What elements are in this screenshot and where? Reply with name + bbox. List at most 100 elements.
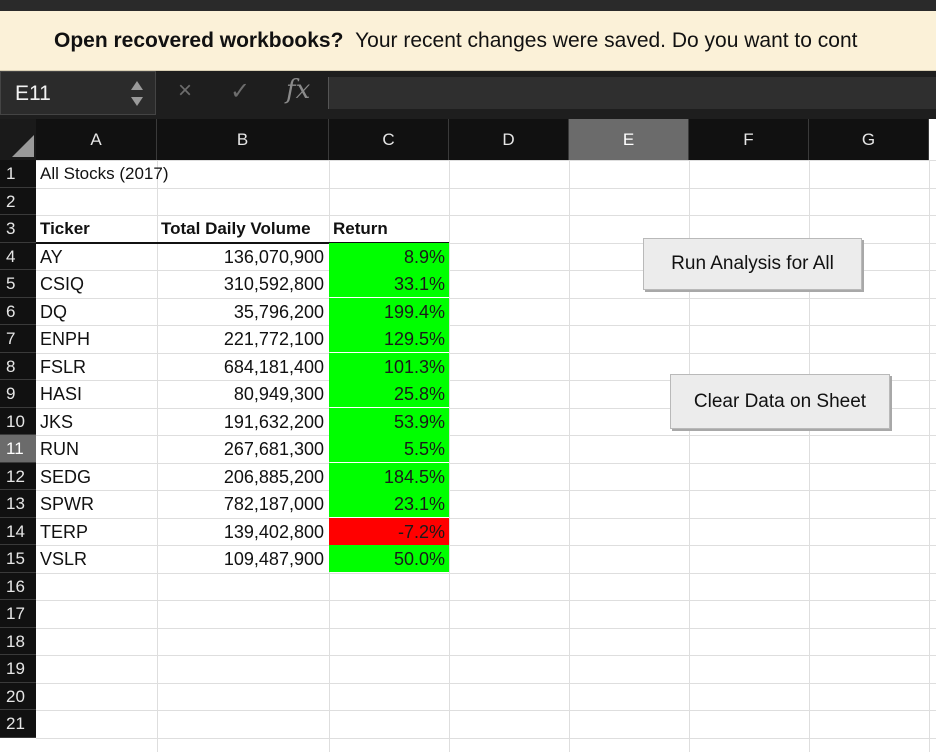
row-header-9[interactable]: 9 bbox=[0, 380, 36, 408]
cell-ticker[interactable]: JKS bbox=[40, 411, 74, 432]
select-all-corner[interactable] bbox=[0, 119, 36, 160]
cell-return[interactable]: 129.5% bbox=[329, 325, 449, 352]
row-header-21[interactable]: 21 bbox=[0, 710, 36, 738]
cell-header-return[interactable]: Return bbox=[333, 219, 388, 238]
cell-volume[interactable]: 109,487,900 bbox=[223, 549, 324, 569]
cell-ticker[interactable]: VSLR bbox=[40, 549, 88, 569]
row-gridline bbox=[36, 215, 936, 216]
row-header-15[interactable]: 15 bbox=[0, 545, 36, 573]
cell-ticker[interactable]: ENPH bbox=[40, 329, 91, 349]
insert-function-icon[interactable]: fx bbox=[286, 75, 311, 105]
cancel-icon[interactable]: × bbox=[178, 77, 193, 104]
row-header-16[interactable]: 16 bbox=[0, 572, 36, 600]
cell-ticker[interactable]: FSLR bbox=[40, 356, 87, 377]
cell-return[interactable]: 101.3% bbox=[329, 352, 449, 380]
cell-return[interactable]: 5.5% bbox=[329, 435, 449, 462]
row-gridline bbox=[36, 325, 936, 326]
enter-check-icon[interactable]: ✓ bbox=[230, 78, 251, 105]
cell-volume[interactable]: 191,632,200 bbox=[223, 411, 324, 432]
cell-return[interactable]: 25.8% bbox=[329, 380, 449, 407]
row-header-1[interactable]: 1 bbox=[0, 160, 36, 188]
column-header-c[interactable]: C bbox=[329, 119, 449, 160]
name-box-value: E11 bbox=[15, 82, 51, 105]
cell-return[interactable]: 50.0% bbox=[329, 545, 449, 572]
column-header-d[interactable]: D bbox=[449, 119, 569, 160]
cell-a1-title[interactable]: All Stocks (2017) bbox=[40, 164, 169, 183]
row-header-6[interactable]: 6 bbox=[0, 297, 36, 325]
cell-return[interactable]: 33.1% bbox=[329, 270, 449, 297]
cell-return[interactable]: 53.9% bbox=[329, 407, 449, 435]
cell-ticker[interactable]: SPWR bbox=[40, 494, 94, 514]
cell-volume[interactable]: 35,796,200 bbox=[233, 301, 324, 322]
column-header-e[interactable]: E bbox=[569, 119, 689, 160]
row-header-5[interactable]: 5 bbox=[0, 270, 36, 298]
cell-volume[interactable]: 221,772,100 bbox=[223, 329, 324, 349]
chevron-down-icon[interactable] bbox=[131, 97, 143, 106]
row-gridline bbox=[36, 462, 936, 464]
cell-ticker[interactable]: SEDG bbox=[40, 466, 92, 487]
row-header-14[interactable]: 14 bbox=[0, 517, 36, 545]
cell-return[interactable]: 8.9% bbox=[329, 242, 449, 270]
column-gridline bbox=[157, 160, 158, 752]
row-gridline bbox=[36, 737, 936, 739]
cell-ticker[interactable]: CSIQ bbox=[40, 274, 85, 294]
chevron-up-icon[interactable] bbox=[131, 81, 143, 90]
row-gridline bbox=[36, 352, 936, 354]
column-header-a[interactable]: A bbox=[36, 119, 157, 160]
row-gridline bbox=[36, 545, 936, 546]
row-gridline bbox=[36, 270, 936, 271]
cell-header-ticker[interactable]: Ticker bbox=[40, 219, 90, 238]
cell-ticker[interactable]: RUN bbox=[40, 439, 79, 459]
row-header-11[interactable]: 11 bbox=[0, 435, 36, 463]
cell-return[interactable]: -7.2% bbox=[329, 517, 449, 545]
run-analysis-button[interactable]: Run Analysis for All bbox=[643, 238, 862, 290]
row-gridline bbox=[36, 187, 936, 189]
name-box[interactable]: E11 bbox=[0, 71, 156, 115]
column-header-f[interactable]: F bbox=[689, 119, 809, 160]
cell-ticker[interactable]: HASI bbox=[40, 384, 83, 404]
cell-volume[interactable]: 310,592,800 bbox=[223, 274, 324, 294]
row-gridline bbox=[36, 682, 936, 684]
formula-input[interactable] bbox=[328, 77, 936, 109]
row-gridline bbox=[36, 407, 936, 409]
column-gridline bbox=[569, 160, 570, 752]
formula-bar: E11 × ✓ fx bbox=[0, 71, 936, 119]
cell-volume[interactable]: 80,949,300 bbox=[233, 384, 324, 404]
row-header-13[interactable]: 13 bbox=[0, 490, 36, 518]
row-header-8[interactable]: 8 bbox=[0, 352, 36, 380]
cell-volume[interactable]: 139,402,800 bbox=[223, 521, 324, 542]
row-header-10[interactable]: 10 bbox=[0, 407, 36, 435]
cell-volume[interactable]: 267,681,300 bbox=[223, 439, 324, 459]
window-top-edge bbox=[0, 0, 936, 11]
row-gridline bbox=[36, 490, 936, 491]
row-header-19[interactable]: 19 bbox=[0, 655, 36, 683]
cell-header-volume[interactable]: Total Daily Volume bbox=[161, 219, 311, 238]
column-header-b[interactable]: B bbox=[157, 119, 329, 160]
cell-volume[interactable]: 782,187,000 bbox=[223, 494, 324, 514]
row-header-12[interactable]: 12 bbox=[0, 462, 36, 490]
row-header-4[interactable]: 4 bbox=[0, 242, 36, 270]
name-box-stepper-icon[interactable] bbox=[131, 79, 145, 109]
row-header-18[interactable]: 18 bbox=[0, 627, 36, 655]
row-header-17[interactable]: 17 bbox=[0, 600, 36, 628]
column-gridline bbox=[809, 160, 810, 752]
column-gridline bbox=[449, 160, 450, 752]
row-header-2[interactable]: 2 bbox=[0, 187, 36, 215]
select-all-icon bbox=[12, 135, 34, 157]
cell-volume[interactable]: 136,070,900 bbox=[223, 246, 324, 267]
cell-return[interactable]: 199.4% bbox=[329, 297, 449, 325]
row-gridline bbox=[36, 600, 936, 601]
row-header-20[interactable]: 20 bbox=[0, 682, 36, 710]
row-header-7[interactable]: 7 bbox=[0, 325, 36, 353]
cell-ticker[interactable]: DQ bbox=[40, 301, 67, 322]
cell-return[interactable]: 23.1% bbox=[329, 490, 449, 517]
cell-volume[interactable]: 684,181,400 bbox=[223, 356, 324, 377]
cell-ticker[interactable]: AY bbox=[40, 246, 63, 267]
cell-ticker[interactable]: TERP bbox=[40, 521, 89, 542]
cell-volume[interactable]: 206,885,200 bbox=[223, 466, 324, 487]
column-header-g[interactable]: G bbox=[809, 119, 929, 160]
row-header-3[interactable]: 3 bbox=[0, 215, 36, 243]
clear-data-button[interactable]: Clear Data on Sheet bbox=[670, 374, 890, 429]
cell-return[interactable]: 184.5% bbox=[329, 462, 449, 490]
